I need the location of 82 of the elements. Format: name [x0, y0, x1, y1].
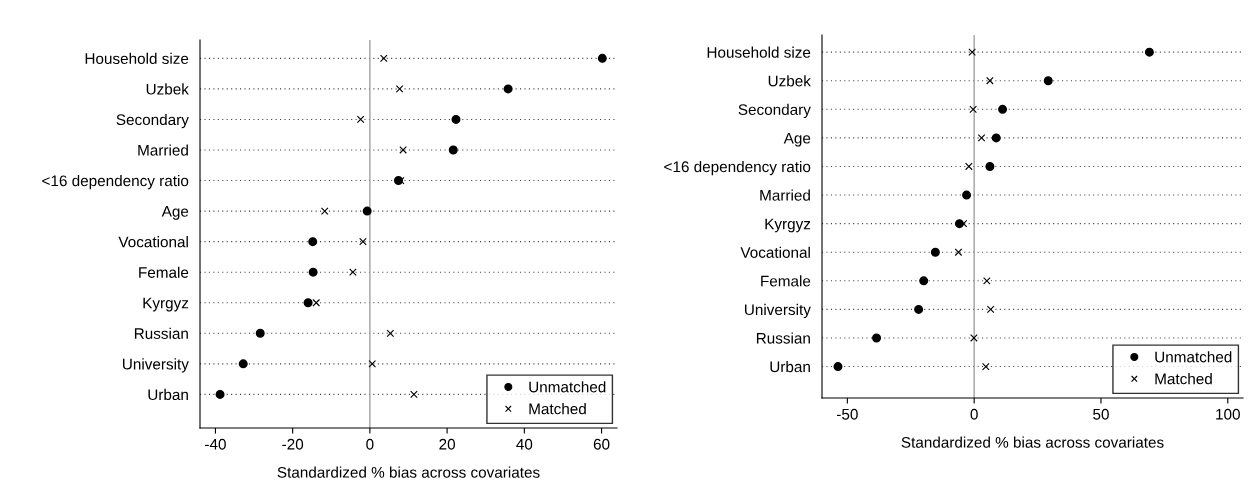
point	[303, 298, 313, 308]
point	[379, 54, 388, 63]
point	[968, 48, 976, 56]
point	[399, 146, 407, 154]
point	[410, 390, 418, 399]
legend-label: Matched	[529, 403, 586, 415]
y-tick-label: <16 dependency ratio	[664, 160, 811, 176]
point	[919, 276, 929, 286]
point	[359, 237, 367, 246]
y-tick-label: University	[123, 358, 189, 373]
x-tick-label: 20	[439, 438, 456, 450]
point	[503, 84, 513, 94]
y-tick-label: Female	[761, 275, 811, 287]
point	[969, 105, 977, 114]
x-tick-label: 0	[970, 408, 978, 420]
point	[308, 237, 318, 247]
y-tick-label: Secondary	[116, 113, 189, 129]
legend-label: Unmatched	[1155, 351, 1232, 363]
x-tick-label: 60	[593, 438, 610, 450]
y-tick-label: Household size	[85, 52, 189, 65]
y-tick-label: Female	[139, 266, 189, 278]
point	[977, 134, 986, 142]
point	[215, 389, 225, 399]
point	[395, 85, 404, 93]
y-tick-label: Vocational	[118, 236, 188, 248]
point	[1043, 76, 1053, 86]
point	[308, 267, 318, 277]
point	[368, 360, 377, 368]
point	[448, 145, 458, 155]
legend-label: Matched	[1155, 373, 1212, 385]
point	[238, 359, 248, 369]
point	[833, 362, 843, 372]
point	[386, 329, 395, 338]
x-tick-label: 0	[366, 438, 374, 450]
y-tick-label: Urban	[770, 361, 810, 373]
y-tick-label: Married	[138, 144, 188, 156]
point	[930, 247, 940, 257]
y-tick-label: Vocational	[740, 246, 810, 258]
point	[998, 104, 1008, 114]
y-tick-label: Russian	[756, 332, 810, 344]
point	[320, 207, 329, 215]
point	[970, 334, 978, 342]
x-tick-label: 100	[1216, 408, 1240, 420]
y-tick-label: Uzbek	[146, 83, 189, 95]
y-tick-label: Kyrgyz	[143, 297, 189, 312]
legend-label: Unmatched	[529, 381, 606, 393]
point	[312, 298, 321, 307]
point	[356, 115, 365, 124]
y-tick-label: Household size	[707, 46, 811, 58]
y-tick-label: Urban	[148, 388, 188, 401]
point	[991, 133, 1001, 143]
y-tick-label: Kyrgyz	[765, 218, 811, 233]
x-tick-label: -50	[837, 408, 858, 420]
y-tick-label: Age	[161, 206, 189, 220]
x-tick-label: -20	[282, 438, 304, 450]
y-tick-label: Married	[760, 189, 810, 201]
point	[954, 219, 964, 229]
point	[983, 276, 991, 285]
point	[962, 190, 972, 200]
point	[986, 76, 994, 85]
point	[872, 333, 882, 343]
y-tick-label: Age	[783, 132, 811, 147]
y-tick-label: University	[745, 303, 811, 319]
point	[451, 114, 461, 124]
x-axis-title: Standardized % bias across covariates	[901, 436, 1164, 448]
point	[597, 53, 607, 63]
y-tick-label: <16 dependency ratio	[42, 175, 189, 190]
point	[255, 328, 265, 338]
y-tick-label: Secondary	[738, 103, 811, 119]
x-tick-label: -40	[205, 438, 226, 450]
point	[986, 305, 995, 314]
point	[982, 362, 990, 371]
point	[362, 206, 372, 216]
point	[954, 248, 963, 257]
point	[349, 268, 357, 277]
point	[1144, 47, 1154, 57]
y-tick-label: Uzbek	[768, 75, 811, 87]
x-axis-title: Standardized % bias across covariates	[277, 466, 540, 478]
y-tick-label: Russian	[134, 327, 188, 339]
x-tick-label: 40	[516, 438, 533, 450]
x-tick-label: 50	[1093, 408, 1109, 420]
point	[914, 304, 924, 314]
